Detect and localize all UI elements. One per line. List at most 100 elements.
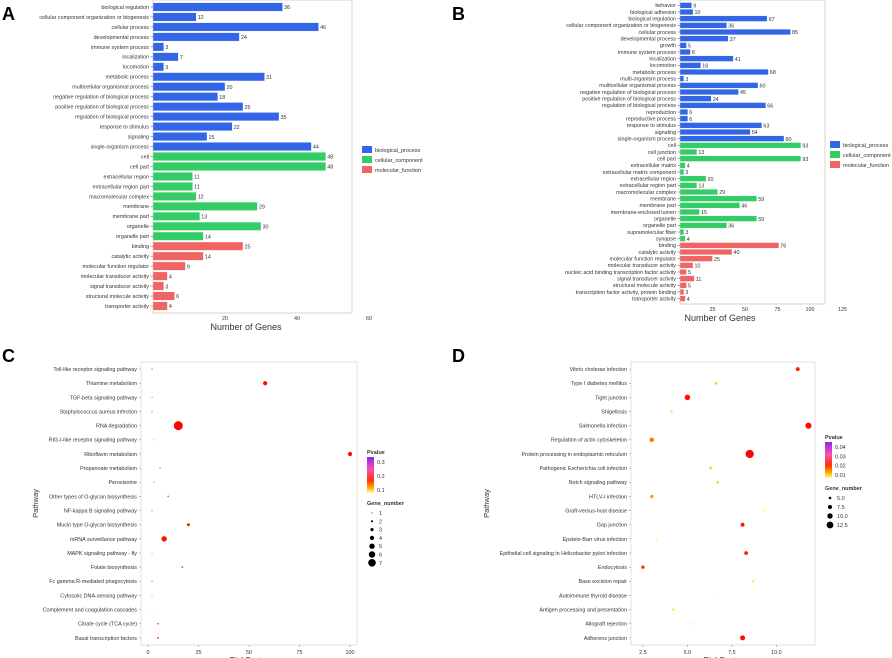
category-label: binding [659,243,676,249]
x-tick-label: 100 [806,307,815,313]
color-bar [367,457,374,493]
category-label: developmental process [621,37,677,43]
bar-value-label: 30 [263,224,269,230]
bar [152,92,218,102]
bar [679,222,727,229]
bar-value-label: 44 [313,145,319,151]
pathway-label: Base excision repair [578,579,627,585]
pathway-label: MAPK signaling pathway - fly [67,551,137,557]
bar-value-label: 6 [689,117,692,123]
color-tick-label: 0.3 [377,460,385,466]
category-label: membrane part [112,214,149,220]
data-point [151,552,153,554]
data-point [709,466,712,470]
size-legend-point [371,512,373,514]
bar-value-label: 12 [198,15,204,21]
category-label: single-organism process [91,144,150,150]
bar [679,69,769,75]
bar [679,295,686,302]
bar [679,122,763,129]
category-label: extracellular region part [620,183,677,189]
x-tick-label: 100 [346,650,355,656]
bar-value-label: 13 [698,184,704,190]
x-tick-label: 25 [196,650,202,656]
category-label: locomotion [123,65,149,71]
category-label: molecular transducer activity [81,274,150,280]
data-point [714,381,718,385]
bar [152,22,319,32]
size-legend-point [370,528,374,532]
data-point [740,635,746,641]
bar [679,15,768,22]
bar [679,242,779,249]
bar-value-label: 4 [687,164,690,170]
color-legend-title: Pvalue [367,450,385,456]
bar [679,149,698,155]
size-legend-label: 1 [379,511,382,517]
pathway-label: Peroxisome [109,480,137,486]
bar-value-label: 36 [728,224,734,230]
bar-value-label: 9 [187,264,190,270]
bar-value-label: 11 [194,185,200,191]
size-legend-point [828,505,832,509]
bar-value-label: 20 [708,177,714,183]
bar [679,42,687,49]
bar [152,271,168,281]
bar-value-label: 10 [695,264,701,270]
pathway-label: Tight junction [595,395,627,401]
category-label: metabolic process [106,75,150,81]
category-label: single-organism process [618,137,677,143]
bar [152,261,186,271]
category-label: growth [660,43,676,49]
bar [679,255,713,262]
pathway-label: Pathogenic Escherichia coli infection [540,466,628,472]
bar-value-label: 3 [685,290,688,296]
bar-value-label: 40 [734,250,740,256]
bar [679,22,727,29]
bar-value-label: 8 [692,50,695,56]
category-label: cellular process [639,30,677,36]
category-label: signal transducer activity [90,284,149,290]
bar-value-label: 3 [685,77,688,83]
bar-value-label: 45 [740,90,746,96]
bar [152,82,226,92]
bar [679,175,707,182]
pathway-label: Other types of O-glycan biosynthesis [49,494,137,500]
bar [679,9,694,15]
y-axis-title: Pathway [482,489,491,518]
bar-value-label: 11 [696,277,702,283]
category-label: nucleic acid binding transcription facto… [565,270,676,276]
y-axis-title: Pathway [31,489,40,518]
category-label: organelle [654,217,676,223]
x-tick-label: 50 [742,307,748,313]
pathway-label: Mucin type O-glycan biosynthesis [57,523,138,529]
category-label: extracellular matrix component [603,170,677,176]
data-point [186,523,190,527]
bar-value-label: 12 [198,195,204,201]
bar [679,275,695,282]
color-tick-label: 0.2 [377,474,385,480]
bar [679,95,712,102]
data-point [153,438,155,441]
bar-value-label: 4 [169,304,172,310]
bar [152,301,168,311]
data-point [151,509,153,512]
pathway-label: Epithelial cell signaling in Helicobacte… [500,551,627,557]
pathway-label: Shigellosis [601,409,627,415]
bar [679,289,685,295]
category-label: cellular process [112,25,150,31]
bar-value-label: 13 [201,215,207,221]
bar-value-label: 66 [767,104,773,110]
category-label: molecular function regulator [82,264,149,270]
legend-label: biological_process [375,148,420,154]
size-legend-title: Gene_number [367,501,405,507]
bar-value-label: 13 [698,150,704,156]
pathway-label: Allograft rejection [585,622,627,628]
bar [679,202,740,209]
bar [679,209,700,215]
bar-value-label: 59 [758,217,764,223]
pathway-label: TGF-beta signaling pathway [70,395,138,401]
category-label: localization [122,55,149,61]
category-label: multi-organism process [620,77,676,83]
